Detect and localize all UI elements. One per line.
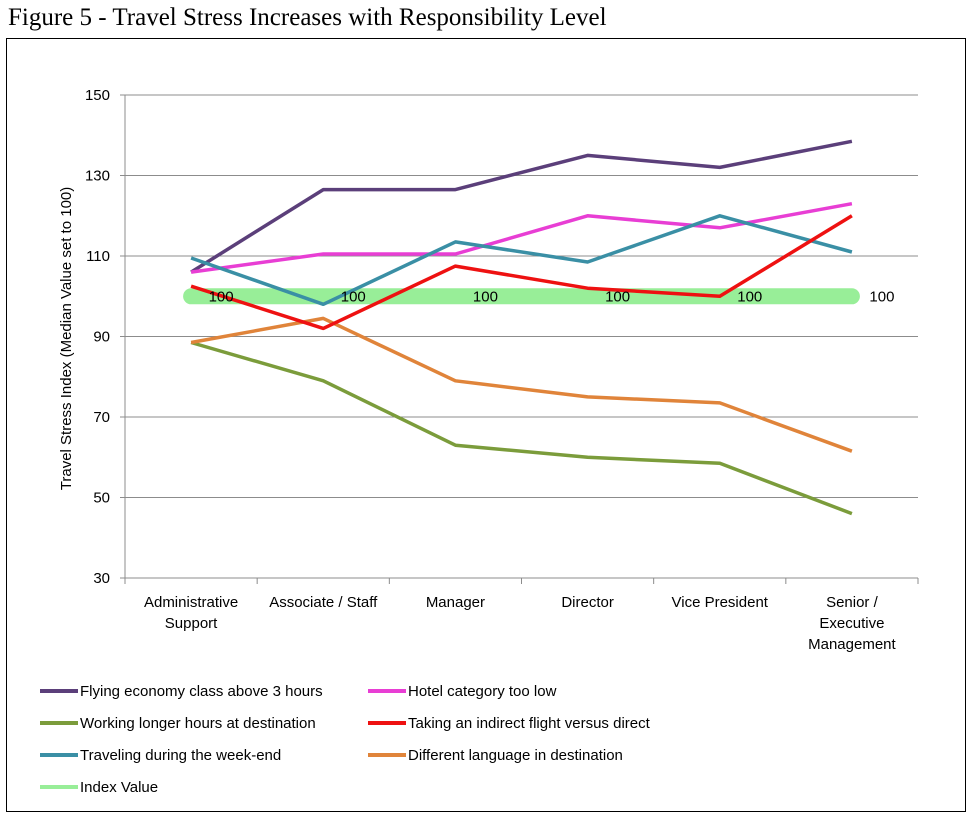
chart-frame xyxy=(6,38,966,812)
y-tick-label: 70 xyxy=(93,409,110,426)
x-tick-label: Support xyxy=(165,615,218,632)
y-tick-label: 50 xyxy=(93,490,110,507)
series-line-4 xyxy=(190,214,853,307)
legend-label: Different language in destination xyxy=(408,747,623,764)
x-tick-label: Director xyxy=(561,594,614,611)
x-tick-label: Associate / Staff xyxy=(269,594,378,611)
x-tick-label: Manager xyxy=(426,594,485,611)
legend-label: Hotel category too low xyxy=(408,683,557,700)
legend-label: Taking an indirect flight versus direct xyxy=(408,715,651,732)
data-label: 100 xyxy=(341,288,366,305)
legend-label: Flying economy class above 3 hours xyxy=(80,683,323,700)
y-axis-title: Travel Stress Index (Median Value set to… xyxy=(58,187,75,490)
data-label: 100 xyxy=(605,288,630,305)
x-tick-label: Senior / xyxy=(826,594,879,611)
data-label: 100 xyxy=(737,288,762,305)
y-tick-label: 130 xyxy=(85,168,110,185)
x-tick-label: Vice President xyxy=(672,594,769,611)
data-label: 100 xyxy=(473,288,498,305)
y-tick-label: 90 xyxy=(93,329,110,346)
legend-label: Working longer hours at destination xyxy=(80,715,316,732)
data-label: 100 xyxy=(209,288,234,305)
series-line-5 xyxy=(190,316,853,453)
data-label: 100 xyxy=(869,288,894,305)
figure-title: Figure 5 - Travel Stress Increases with … xyxy=(8,4,607,31)
series-line-2 xyxy=(190,340,853,516)
legend-label: Traveling during the week-end xyxy=(80,747,281,764)
y-tick-label: 150 xyxy=(85,87,110,104)
x-tick-label: Management xyxy=(808,636,896,653)
series-line-1 xyxy=(190,201,853,274)
x-tick-label: Administrative xyxy=(144,594,238,611)
series-line-3 xyxy=(190,214,853,331)
x-tick-label: Executive xyxy=(819,615,884,632)
legend-label: Index Value xyxy=(80,779,158,796)
y-tick-label: 110 xyxy=(86,248,110,265)
y-tick-label: 30 xyxy=(93,570,110,587)
series-line-0 xyxy=(190,139,853,274)
